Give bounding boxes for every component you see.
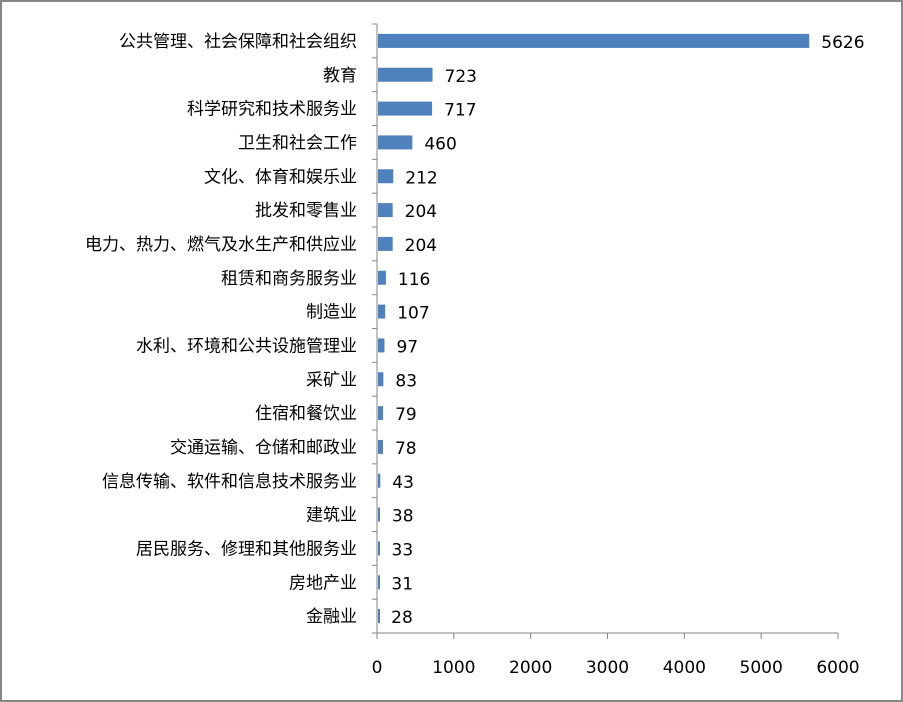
data-label: 204 xyxy=(405,202,437,222)
category-label: 电力、热力、燃气及水生产和供应业 xyxy=(85,235,357,255)
data-label: 28 xyxy=(391,608,413,628)
category-label: 制造业 xyxy=(306,303,357,323)
data-label: 31 xyxy=(391,574,413,594)
category-label: 建筑业 xyxy=(306,506,357,526)
bar xyxy=(378,67,433,82)
data-label: 204 xyxy=(405,236,437,256)
category-label: 水利、环境和公共设施管理业 xyxy=(136,336,357,356)
data-label: 212 xyxy=(405,168,437,188)
x-tick-label: 3000 xyxy=(586,658,629,678)
x-tick-label: 1000 xyxy=(432,658,475,678)
category-label: 租赁和商务服务业 xyxy=(221,269,357,289)
data-label: 107 xyxy=(397,304,429,324)
data-label: 116 xyxy=(398,270,430,290)
bar xyxy=(378,541,380,556)
bar xyxy=(378,169,394,184)
category-label: 科学研究和技术服务业 xyxy=(187,100,357,120)
x-tick-label: 0 xyxy=(372,658,383,678)
x-tick-label: 2000 xyxy=(509,658,552,678)
bar xyxy=(378,372,384,387)
category-label: 居民服务、修理和其他服务业 xyxy=(136,539,357,559)
data-label: 33 xyxy=(392,540,414,560)
category-label: 批发和零售业 xyxy=(255,201,357,221)
bar xyxy=(378,507,380,522)
category-label: 教育 xyxy=(323,66,357,86)
bar xyxy=(378,33,810,48)
data-label: 460 xyxy=(424,134,456,154)
bar xyxy=(378,609,380,624)
bar xyxy=(378,236,393,251)
bar xyxy=(378,304,386,319)
category-label: 金融业 xyxy=(306,607,357,627)
category-label: 卫生和社会工作 xyxy=(238,133,357,153)
data-label: 38 xyxy=(392,507,414,527)
data-label: 43 xyxy=(392,473,414,493)
bar xyxy=(378,338,385,353)
category-label: 信息传输、软件和信息技术服务业 xyxy=(102,472,357,492)
x-tick-label: 4000 xyxy=(663,658,706,678)
bar xyxy=(378,135,413,150)
bar xyxy=(378,203,393,218)
data-label: 5626 xyxy=(821,33,864,53)
category-label: 公共管理、社会保障和社会组织 xyxy=(119,32,357,52)
x-tick-label: 5000 xyxy=(740,658,783,678)
bar xyxy=(378,439,383,454)
category-label: 交通运输、仓储和邮政业 xyxy=(170,438,357,458)
category-label: 采矿业 xyxy=(306,370,357,390)
data-label: 97 xyxy=(396,337,418,357)
bar xyxy=(378,101,433,116)
data-label: 717 xyxy=(444,101,476,121)
data-label: 79 xyxy=(395,405,417,425)
category-label: 住宿和餐饮业 xyxy=(255,404,357,424)
category-label: 文化、体育和娱乐业 xyxy=(204,167,357,187)
data-label: 83 xyxy=(395,371,417,391)
bar xyxy=(378,575,380,590)
data-label: 723 xyxy=(445,67,477,87)
bar xyxy=(378,406,384,421)
x-tick-label: 6000 xyxy=(816,658,859,678)
category-label: 房地产业 xyxy=(289,573,357,593)
data-label: 78 xyxy=(395,439,417,459)
bar xyxy=(378,270,386,285)
bar xyxy=(378,473,381,488)
